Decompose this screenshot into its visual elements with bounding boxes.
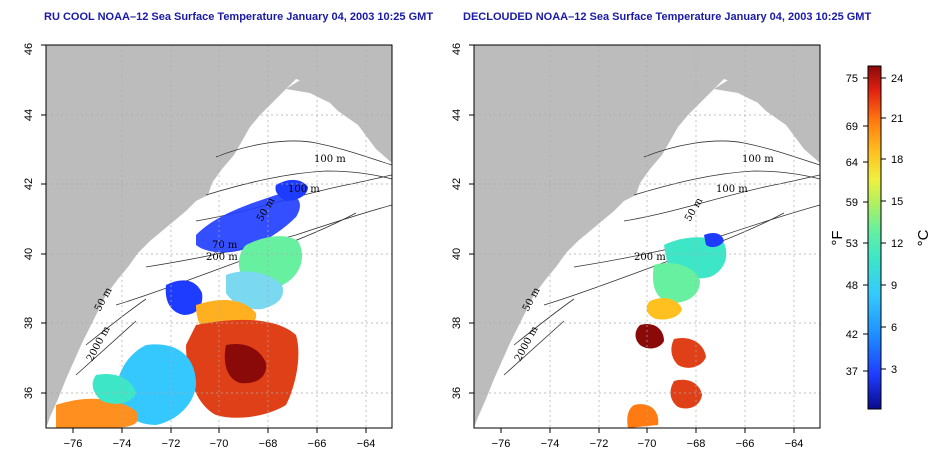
- contour-label: 70 m: [212, 240, 238, 251]
- lat-tick-label: 38: [23, 317, 35, 329]
- lon-tick-label: −68: [687, 438, 706, 450]
- lon-tick-label: −64: [357, 438, 376, 450]
- panel-left-lon-labels: −76 −74 −72 −70 −68 −66 −64: [64, 438, 376, 450]
- lat-tick-label: 42: [23, 178, 35, 190]
- lon-tick-label: −76: [492, 438, 511, 450]
- fahrenheit-tick-label: 37: [846, 366, 858, 378]
- panel-left-title: RU COOL NOAA–12 Sea Surface Temperature …: [44, 11, 434, 23]
- contour-label: 100 m: [288, 184, 320, 195]
- fahrenheit-tick-label: 48: [846, 280, 858, 292]
- celsius-tick-label: 3: [891, 364, 897, 376]
- celsius-tick-label: 6: [891, 322, 897, 334]
- fahrenheit-tick-label: 64: [846, 157, 858, 169]
- panel-right: 100 m 100 m 50 m 200 m 50 m 2000 m −76 −…: [451, 43, 821, 450]
- lat-tick-label: 44: [23, 109, 35, 121]
- lon-tick-label: −68: [259, 438, 278, 450]
- celsius-axis-label: °C: [915, 229, 932, 246]
- lon-tick-label: −66: [308, 438, 327, 450]
- contour-label: 200 m: [206, 252, 238, 263]
- panel-right-contours: [503, 140, 820, 376]
- colorbar-ticks: [863, 77, 886, 372]
- lon-tick-label: −74: [541, 438, 560, 450]
- panel-right-lon-labels: −76 −74 −72 −70 −68 −66 −64: [492, 438, 804, 450]
- fahrenheit-axis-label: °F: [829, 230, 846, 245]
- celsius-tick-label: 12: [891, 238, 903, 250]
- fahrenheit-tick-label: 69: [846, 121, 858, 133]
- lon-tick-label: −74: [113, 438, 132, 450]
- celsius-tick-label: 21: [891, 113, 903, 125]
- panel-left-ticks: [41, 44, 367, 433]
- lat-tick-label: 36: [451, 387, 463, 399]
- colorbar-f-labels: 75 69 64 59 53 48 42 37: [846, 73, 858, 378]
- lat-tick-label: 38: [451, 317, 463, 329]
- panel-right-sst: [627, 233, 727, 428]
- panel-left-grid: [46, 45, 392, 428]
- colorbar-c-labels: 24 21 18 15 12 9 6 3: [891, 73, 903, 376]
- contour-label: 100 m: [716, 184, 748, 195]
- contour-label: 100 m: [742, 154, 774, 165]
- lon-tick-label: −76: [64, 438, 83, 450]
- fahrenheit-tick-label: 75: [846, 73, 858, 85]
- lon-tick-label: −66: [736, 438, 755, 450]
- lon-tick-label: −72: [162, 438, 181, 450]
- fahrenheit-tick-label: 59: [846, 197, 858, 209]
- lon-tick-label: −64: [785, 438, 804, 450]
- panel-left-lat-labels: 36 38 40 42 44 46: [23, 43, 35, 399]
- lat-tick-label: 36: [23, 387, 35, 399]
- colorbar: 75 69 64 59 53 48 42 37 24 21 18 15 12 9…: [829, 65, 932, 410]
- panel-right-ticks: [469, 44, 795, 433]
- celsius-tick-label: 9: [891, 280, 897, 292]
- panel-right-lat-labels: 36 38 40 42 44 46: [451, 43, 463, 399]
- lat-tick-label: 40: [451, 248, 463, 260]
- lat-tick-label: 40: [23, 248, 35, 260]
- colorbar-scale: [867, 65, 882, 410]
- celsius-tick-label: 18: [891, 154, 903, 166]
- lat-tick-label: 46: [23, 43, 35, 55]
- panel-right-title: DECLOUDED NOAA–12 Sea Surface Temperatur…: [463, 11, 872, 23]
- lon-tick-label: −70: [638, 438, 657, 450]
- celsius-tick-label: 24: [891, 73, 903, 85]
- contour-label: 100 m: [314, 154, 346, 165]
- fahrenheit-tick-label: 53: [846, 238, 858, 250]
- lat-tick-label: 46: [451, 43, 463, 55]
- lon-tick-label: −72: [590, 438, 609, 450]
- panel-left: 100 m 100 m 50 m 200 m 50 m 2000 m 70 m …: [23, 43, 393, 450]
- lon-tick-label: −70: [210, 438, 229, 450]
- celsius-tick-label: 15: [891, 196, 903, 208]
- contour-label: 200 m: [634, 252, 666, 263]
- panel-right-grid: [474, 45, 820, 428]
- panel-left-sst: [56, 179, 308, 428]
- fahrenheit-tick-label: 42: [846, 329, 858, 341]
- lat-tick-label: 44: [451, 109, 463, 121]
- lat-tick-label: 42: [451, 178, 463, 190]
